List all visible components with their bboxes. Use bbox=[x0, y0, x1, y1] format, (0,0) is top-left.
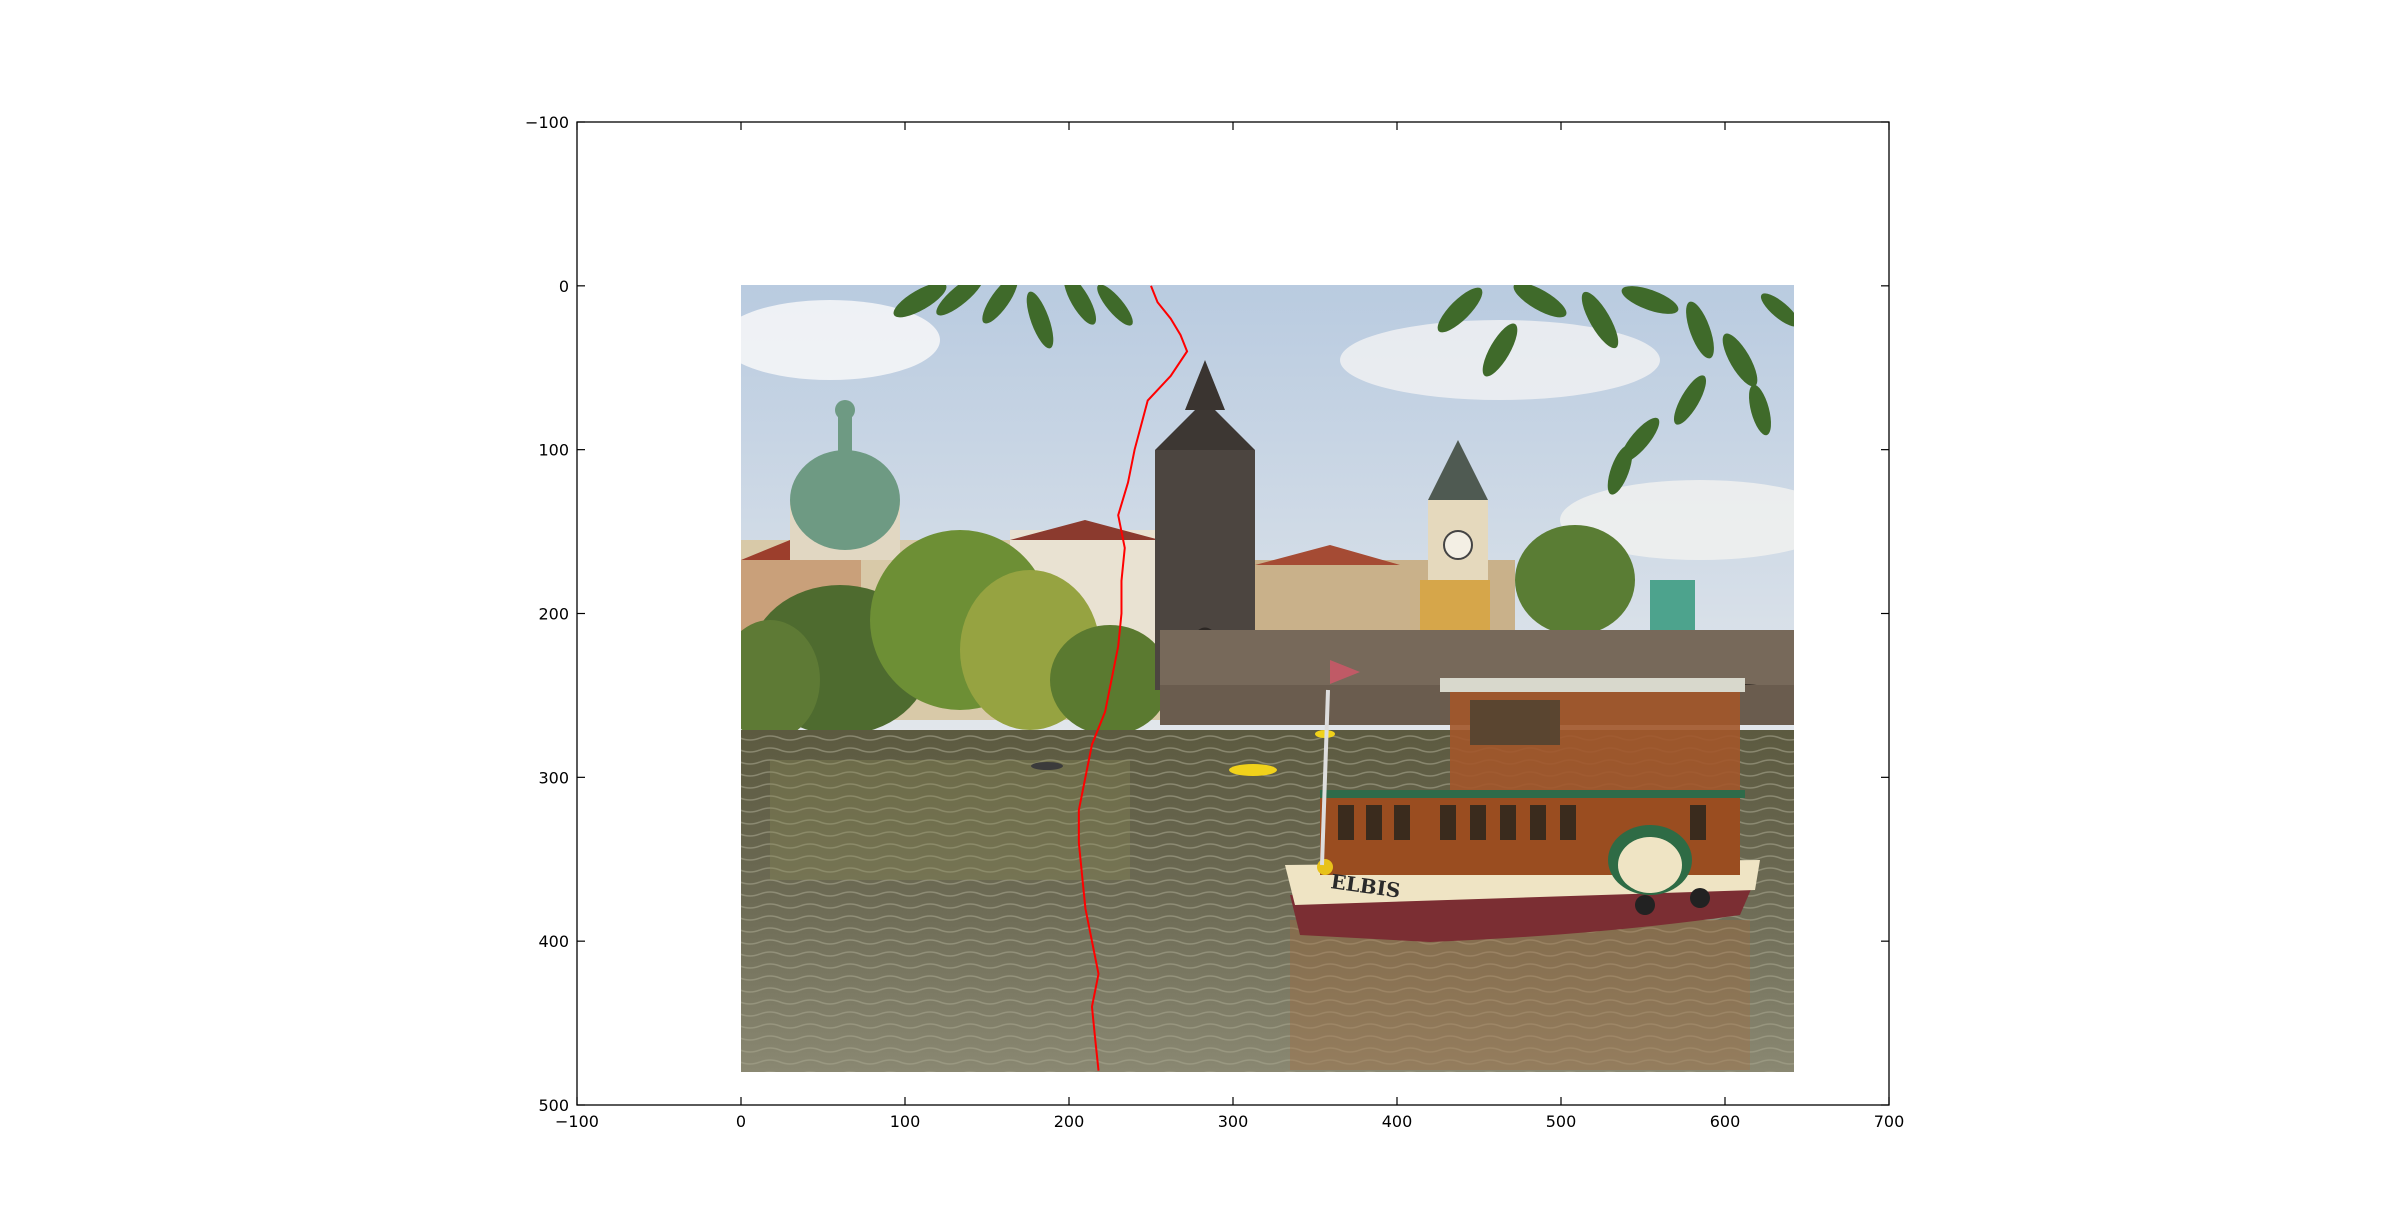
boat: ELBIS bbox=[1285, 660, 1760, 942]
x-tick-label: 500 bbox=[1546, 1112, 1577, 1131]
seam-line bbox=[1077, 285, 1189, 1071]
x-tick-label: 200 bbox=[1054, 1112, 1085, 1131]
y-tick-label: 400 bbox=[538, 932, 569, 951]
x-tick-label: 300 bbox=[1218, 1112, 1249, 1131]
x-tick-label: 600 bbox=[1710, 1112, 1741, 1131]
y-tick-label: 200 bbox=[538, 605, 569, 624]
y-axis: −100 0 100 200 300 400 500 bbox=[525, 113, 1889, 1115]
y-tick-label: 500 bbox=[538, 1096, 569, 1115]
x-tick-label: 0 bbox=[736, 1112, 746, 1131]
x-tick-label: 700 bbox=[1874, 1112, 1905, 1131]
x-tick-label: −100 bbox=[555, 1112, 599, 1131]
x-tick-label: 100 bbox=[890, 1112, 921, 1131]
x-axis: −100 0 100 200 300 400 500 600 700 bbox=[555, 122, 1904, 1131]
y-tick-label: 100 bbox=[538, 441, 569, 460]
y-tick-label: 0 bbox=[559, 277, 569, 296]
photo-image: ELBIS bbox=[741, 285, 1794, 1072]
x-tick-label: 400 bbox=[1382, 1112, 1413, 1131]
y-tick-label: 300 bbox=[538, 768, 569, 787]
y-tick-label: −100 bbox=[525, 113, 569, 132]
